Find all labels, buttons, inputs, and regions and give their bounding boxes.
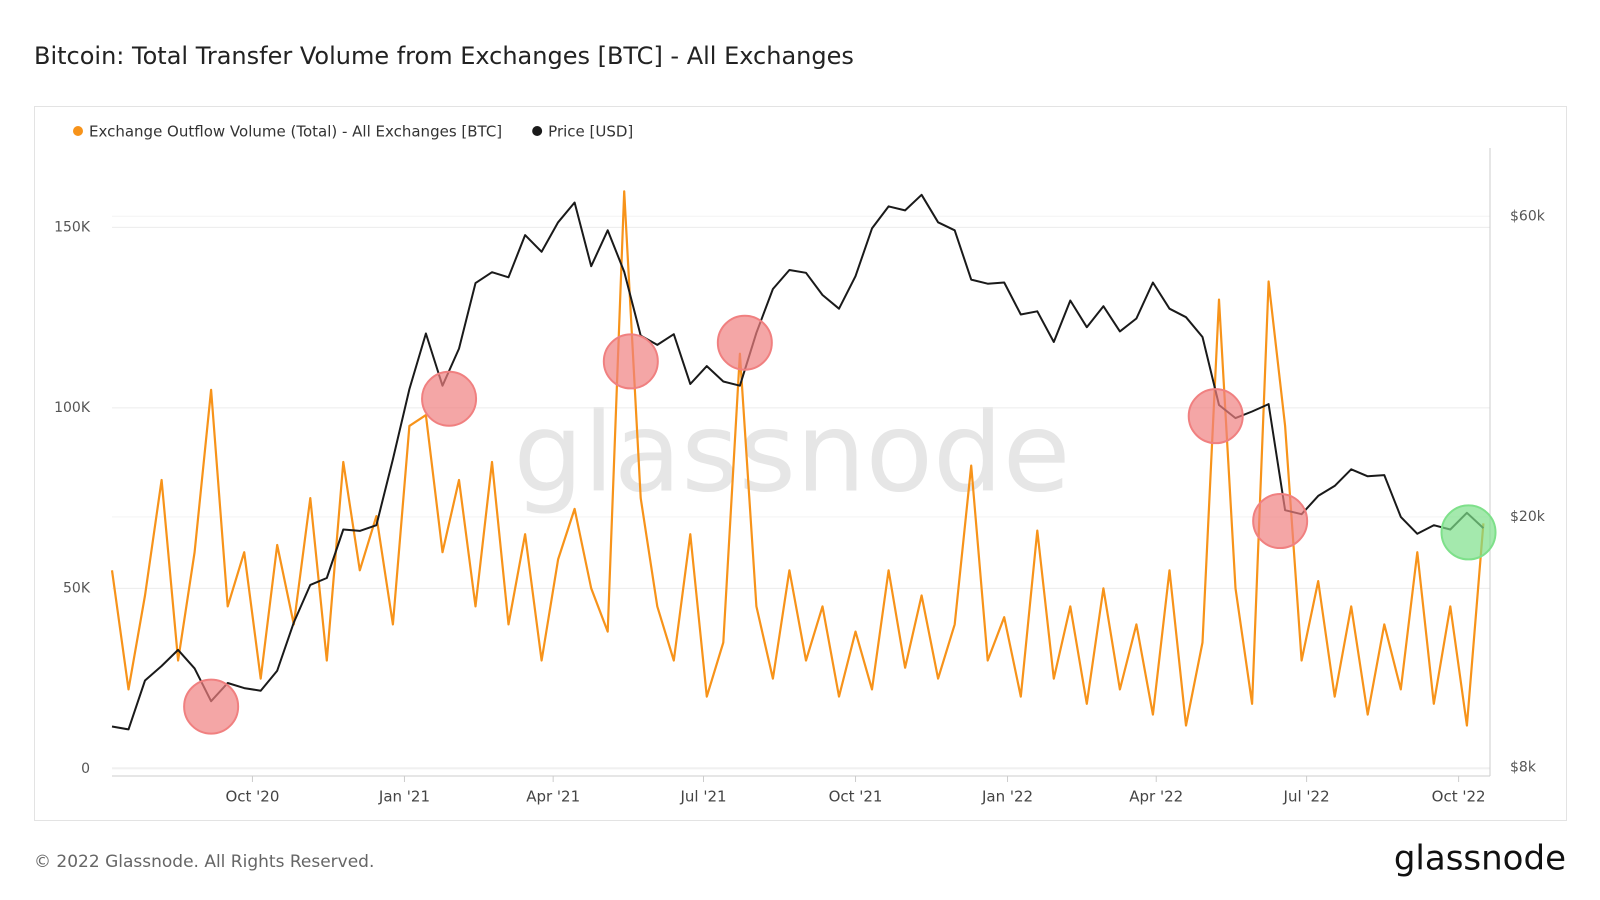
x-tick-label: Apr '22 xyxy=(1129,788,1183,806)
highlight-circle xyxy=(421,370,478,427)
highlight-circle xyxy=(602,333,659,390)
x-tick-label: Jan '21 xyxy=(378,788,430,806)
x-tick-label: Jul '22 xyxy=(1283,788,1330,806)
y-tick-label: 150K xyxy=(54,219,91,235)
footer: © 2022 Glassnode. All Rights Reserved. xyxy=(34,852,374,872)
chart-title: Bitcoin: Total Transfer Volume from Exch… xyxy=(34,42,854,70)
x-tick-label: Apr '21 xyxy=(526,788,580,806)
legend-label: Price [USD] xyxy=(548,123,633,141)
highlight-circle xyxy=(716,314,773,371)
logo: glassnode xyxy=(1394,839,1566,879)
y-tick-label: 50K xyxy=(63,580,91,596)
y2-tick-label: $20k xyxy=(1510,509,1546,525)
x-tick-label: Jul '21 xyxy=(679,788,726,806)
series-line xyxy=(111,193,1485,731)
watermark: glassnode xyxy=(514,388,1071,516)
legend-marker xyxy=(532,126,543,136)
y-tick-label: 100K xyxy=(54,400,91,416)
highlight-circle xyxy=(1252,493,1309,550)
legend-marker xyxy=(73,126,83,136)
y-tick-label: 0 xyxy=(81,761,90,777)
y2-tick-label: $60k xyxy=(1510,208,1546,224)
x-tick-label: Oct '21 xyxy=(829,788,883,806)
series-line xyxy=(110,190,1485,727)
legend-label: Exchange Outflow Volume (Total) - All Ex… xyxy=(89,123,502,141)
x-tick-label: Jan '22 xyxy=(981,788,1033,806)
highlight-circle xyxy=(1187,388,1244,445)
x-tick-label: Oct '22 xyxy=(1432,788,1486,806)
x-tick-label: Oct '20 xyxy=(225,788,279,806)
chart-frame xyxy=(34,106,1567,821)
y2-tick-label: $8k xyxy=(1510,760,1537,776)
highlight-circle xyxy=(1440,504,1497,561)
highlight-circle xyxy=(183,678,240,735)
